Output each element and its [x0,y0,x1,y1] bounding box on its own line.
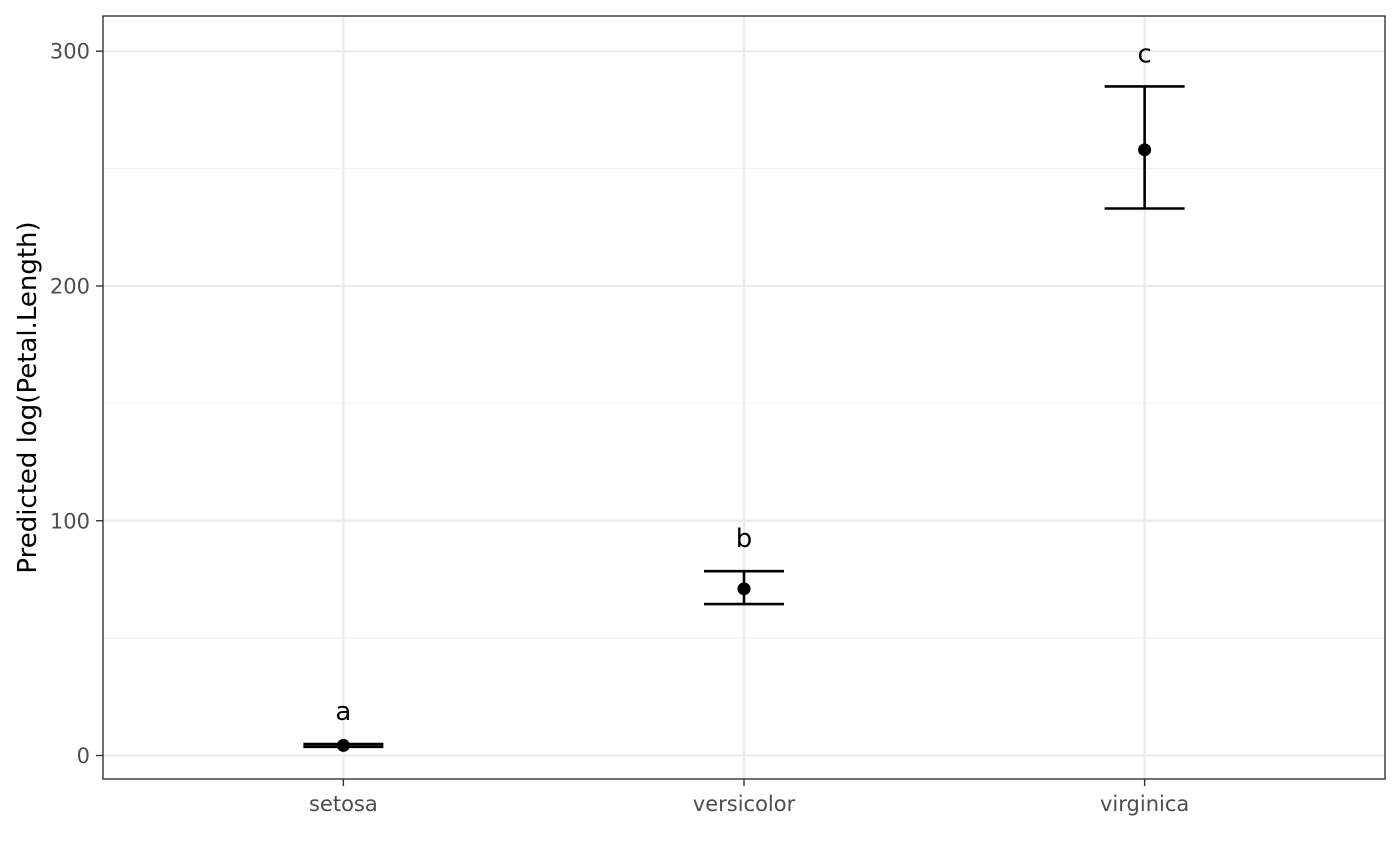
data-layer: a b c [303,39,1185,752]
errorbar-group: c [1104,39,1185,210]
y-tick-label: 300 [50,40,90,64]
group-letter: a [335,697,351,727]
estimate-point [336,738,350,752]
x-tick-label: setosa [309,792,378,816]
axis-layer: 0 100 200 300 setosa versicolor virginica [50,40,1189,816]
group-letter: b [736,524,753,554]
estimate-point [737,582,751,596]
x-tick-label: virginica [1100,792,1189,816]
y-tick-label: 200 [50,274,90,298]
grid-layer [103,16,1385,779]
y-axis-title: Predicted log(Petal.Length) [13,221,43,573]
errorbar-group: a [303,697,384,752]
group-letter: c [1137,39,1151,69]
x-tick-label: versicolor [693,792,796,816]
estimate-point [1138,143,1152,157]
y-tick-label: 0 [77,744,90,768]
y-tick-label: 100 [50,509,90,533]
errorbar-group: b [704,524,784,606]
